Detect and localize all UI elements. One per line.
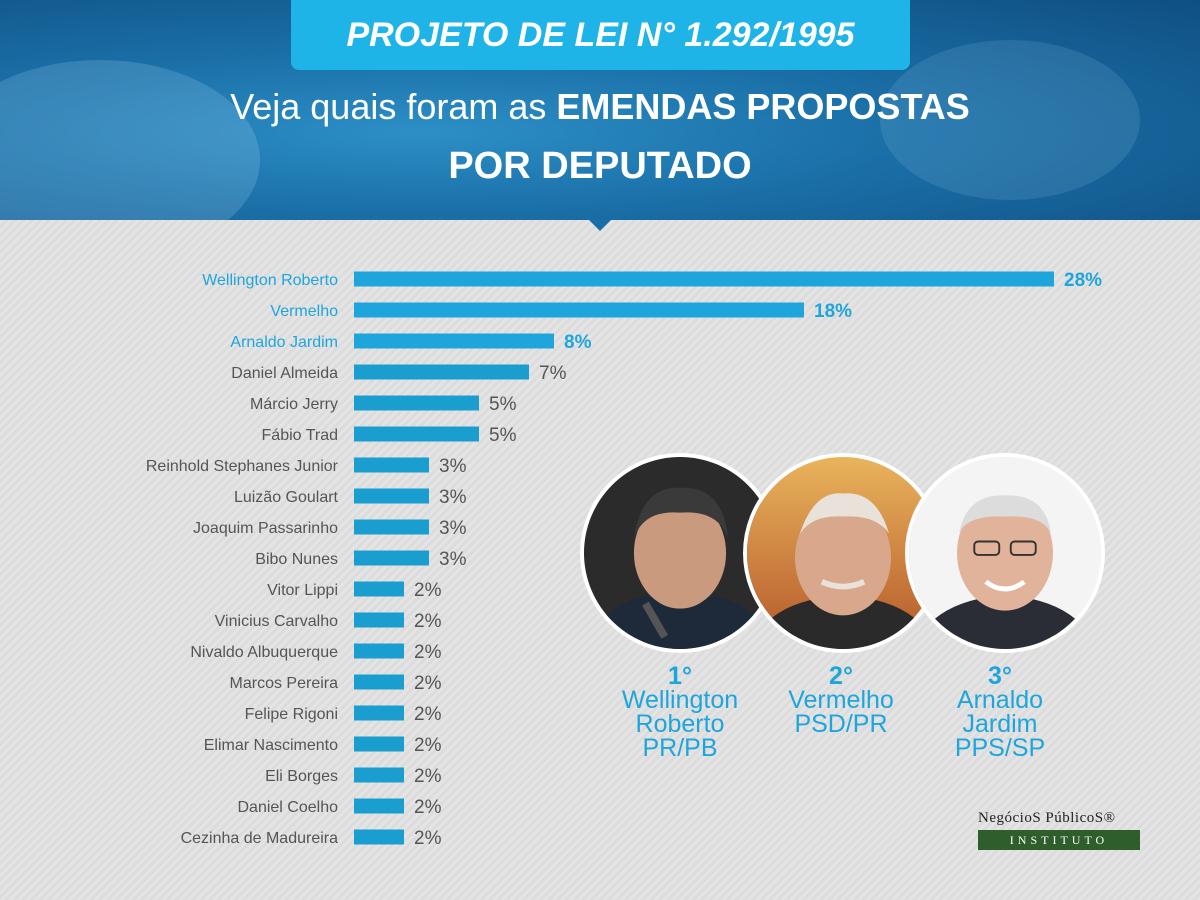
value-label: 5% <box>489 394 517 415</box>
subtitle: Veja quais foram as EMENDAS PROPOSTAS <box>0 86 1200 128</box>
value-label: 2% <box>414 611 442 632</box>
page-title: PROJETO DE LEI N° 1.292/1995 <box>291 0 910 70</box>
rank-position: 3° <box>988 662 1012 690</box>
category-label: Joaquim Passarinho <box>193 520 338 537</box>
rank-name: Arnaldo <box>956 686 1044 714</box>
value-label: 2% <box>414 673 442 694</box>
category-label: Marcos Pereira <box>230 675 339 692</box>
category-label: Eli Borges <box>265 768 338 785</box>
value-label: 3% <box>439 549 467 570</box>
value-label: 5% <box>489 425 517 446</box>
value-label: 2% <box>414 797 442 818</box>
bar <box>354 829 404 845</box>
value-label: 2% <box>414 766 442 787</box>
value-label: 2% <box>414 828 442 849</box>
rank-position: 1° <box>668 662 692 690</box>
rank-party: PR/PB <box>642 734 718 762</box>
value-label: 2% <box>414 580 442 601</box>
subtitle-bold: EMENDAS PROPOSTAS <box>556 86 970 127</box>
value-label: 18% <box>814 301 852 322</box>
decorative-blur <box>880 40 1140 200</box>
category-label: Bibo Nunes <box>255 551 338 568</box>
category-label: Felipe Rigoni <box>245 706 338 723</box>
bar <box>354 767 404 783</box>
category-label: Daniel Coelho <box>237 799 338 816</box>
subtitle-light: Veja quais foram as <box>230 86 557 127</box>
bar <box>354 364 529 380</box>
subtitle-line2: POR DEPUTADO <box>448 145 752 187</box>
avatar <box>909 457 1101 649</box>
bar <box>354 519 429 535</box>
rank-name: Wellington <box>621 686 739 714</box>
category-label: Vitor Lippi <box>267 582 338 599</box>
value-label: 3% <box>439 518 467 539</box>
logo-title: NegócioS PúblicoS® <box>978 810 1116 826</box>
bar <box>354 643 404 659</box>
rank-party: PSD/PR <box>794 710 888 738</box>
institute-logo: NegócioS PúblicoS® INSTITUTO <box>978 810 1146 850</box>
bar <box>354 395 479 411</box>
category-label: Nivaldo Albuquerque <box>190 644 338 661</box>
bar <box>354 333 554 349</box>
photo-arnaldo-jardim <box>905 453 1105 653</box>
value-label: 2% <box>414 735 442 756</box>
rank-second: 2° Vermelho PSD/PR <box>741 662 941 738</box>
category-label: Cezinha de Madureira <box>181 830 339 847</box>
rank-party: PPS/SP <box>954 734 1046 762</box>
header-pointer <box>588 219 612 231</box>
category-label: Márcio Jerry <box>250 396 338 413</box>
bar <box>354 302 804 318</box>
bar <box>354 271 1054 287</box>
bar <box>354 426 479 442</box>
bar <box>354 736 404 752</box>
header-banner: PROJETO DE LEI N° 1.292/1995 Veja quais … <box>0 0 1200 220</box>
bar <box>354 581 404 597</box>
category-label: Elimar Nascimento <box>204 737 338 754</box>
value-label: 8% <box>564 332 592 353</box>
bar <box>354 674 404 690</box>
value-label: 7% <box>539 363 567 384</box>
value-label: 3% <box>439 487 467 508</box>
value-label: 3% <box>439 456 467 477</box>
bar <box>354 798 404 814</box>
bar <box>354 550 429 566</box>
category-label: Wellington Roberto <box>202 272 338 289</box>
value-label: 28% <box>1064 270 1102 291</box>
rank-third: 3° Arnaldo Jardim PPS/SP <box>900 662 1100 762</box>
category-label: Arnaldo Jardim <box>230 334 338 351</box>
rank-position: 2° <box>829 662 853 690</box>
logo-subtitle: INSTITUTO <box>978 830 1140 850</box>
rank-name: Roberto <box>635 710 725 738</box>
bar <box>354 488 429 504</box>
bar <box>354 705 404 721</box>
category-label: Daniel Almeida <box>231 365 338 382</box>
category-label: Vinicius Carvalho <box>215 613 338 630</box>
bar <box>354 457 429 473</box>
category-label: Reinhold Stephanes Junior <box>146 458 339 475</box>
category-label: Luizão Goulart <box>234 489 339 506</box>
value-label: 2% <box>414 704 442 725</box>
value-label: 2% <box>414 642 442 663</box>
category-label: Vermelho <box>270 303 338 320</box>
bar <box>354 612 404 628</box>
rank-first: 1° Wellington Roberto PR/PB <box>580 662 780 762</box>
category-label: Fábio Trad <box>262 427 338 444</box>
rank-name: Jardim <box>962 710 1038 738</box>
rank-name: Vermelho <box>788 686 894 714</box>
